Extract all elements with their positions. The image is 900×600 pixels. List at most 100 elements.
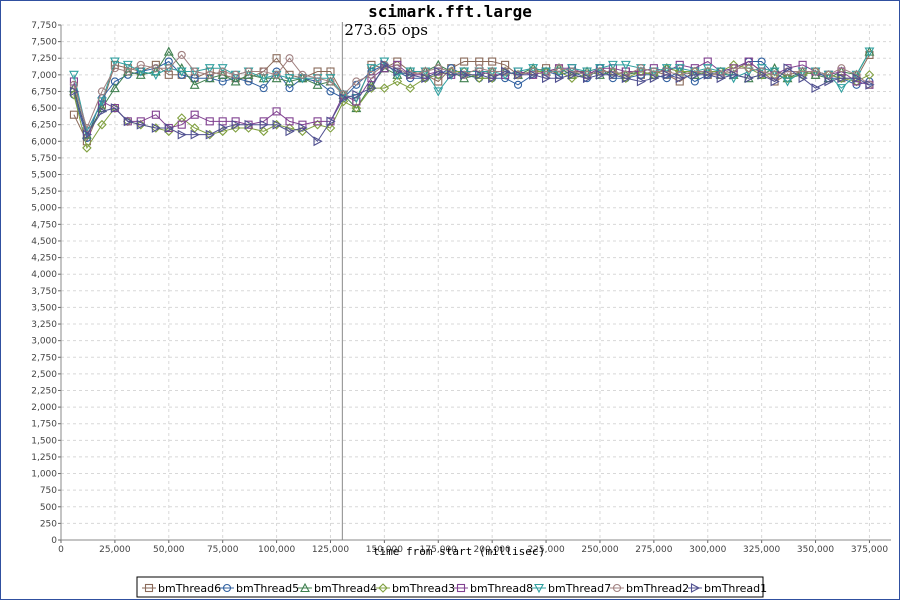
data-point	[716, 73, 726, 84]
data-point	[728, 60, 739, 70]
data-point	[421, 67, 430, 76]
data-point	[135, 69, 146, 79]
data-point	[272, 119, 282, 130]
data-point	[97, 87, 107, 96]
y-tick-label: 4,250	[31, 254, 57, 264]
y-tick-label: 3,750	[31, 287, 57, 297]
series-line	[73, 50, 870, 136]
data-point	[460, 69, 470, 80]
data-point	[488, 57, 497, 66]
data-point	[205, 117, 214, 126]
data-point	[325, 123, 336, 133]
legend-item: bmThread7	[532, 582, 611, 595]
data-point	[151, 123, 162, 133]
legend-label: bmThread1	[704, 582, 767, 595]
data-point	[367, 70, 376, 79]
x-tick-label: 0	[58, 545, 64, 555]
x-tick-label: 325,000	[743, 545, 780, 555]
data-point	[285, 117, 294, 126]
x-tick-label: 100,000	[258, 545, 295, 555]
data-point	[607, 60, 618, 71]
data-point	[151, 64, 160, 73]
data-point	[366, 64, 377, 74]
legend-item: bmThread1	[688, 582, 767, 595]
data-point	[272, 107, 281, 116]
data-point	[367, 83, 377, 94]
y-tick-label: 7,500	[31, 38, 57, 48]
x-axis-ticks: 0 25,000 50,000 75,000 100,000 125,000 150,000…	[58, 540, 888, 555]
data-point	[284, 76, 295, 86]
series-line	[73, 54, 870, 130]
y-tick-label: 2,000	[31, 403, 57, 413]
data-point	[231, 70, 240, 79]
y-tick-label: 4,500	[31, 237, 57, 247]
legend-swatch-marker	[690, 583, 701, 593]
data-point	[837, 64, 846, 73]
data-point	[837, 73, 847, 84]
data-point	[757, 69, 767, 80]
data-point	[488, 67, 497, 76]
chart-title: scimark.fft.large	[368, 2, 532, 21]
y-tick-label: 1,000	[31, 470, 57, 480]
data-point	[298, 123, 308, 133]
data-point	[865, 79, 875, 90]
data-point	[97, 119, 107, 130]
x-tick-label: 275,000	[635, 545, 672, 555]
y-tick-label: 250	[40, 519, 57, 529]
y-tick-label: 7,750	[31, 21, 57, 31]
data-point	[447, 69, 457, 80]
data-point	[703, 69, 713, 80]
legend-label: bmThread6	[158, 582, 221, 595]
y-tick-label: 3,000	[31, 337, 57, 347]
y-tick-label: 750	[40, 486, 57, 496]
y-tick-label: 6,250	[31, 121, 57, 131]
legend-item: bmThread2	[610, 582, 689, 595]
data-point	[380, 59, 390, 70]
legend-label: bmThread4	[314, 582, 377, 595]
data-point	[285, 54, 294, 63]
data-point	[405, 83, 416, 93]
data-point	[474, 73, 485, 83]
data-point	[475, 69, 485, 80]
y-tick-label: 6,750	[31, 87, 57, 97]
data-point	[798, 67, 807, 76]
legend-item: bmThread8	[454, 582, 533, 595]
y-tick-label: 5,250	[31, 187, 57, 197]
legend-label: bmThread8	[470, 582, 533, 595]
data-point	[69, 86, 80, 97]
data-point	[770, 70, 779, 79]
data-point	[109, 57, 120, 67]
data-point	[123, 67, 132, 76]
series-group	[69, 46, 875, 153]
data-point	[69, 80, 78, 89]
x-tick-label: 150,000	[366, 545, 403, 555]
data-point	[582, 73, 593, 84]
data-point	[729, 69, 739, 80]
data-point	[675, 73, 685, 84]
data-point	[393, 66, 403, 77]
data-point	[259, 84, 268, 93]
data-point	[326, 87, 335, 96]
data-point	[189, 79, 200, 89]
data-point	[109, 82, 120, 93]
data-point	[744, 64, 753, 73]
legend-item: bmThread4	[298, 582, 377, 595]
data-point	[729, 64, 738, 73]
data-point	[313, 117, 322, 126]
legend-swatch-marker	[456, 583, 466, 593]
y-tick-label: 2,750	[31, 353, 57, 363]
y-tick-label: 7,250	[31, 54, 57, 64]
y-tick-label: 500	[40, 503, 57, 513]
data-point	[513, 69, 524, 80]
data-point	[258, 126, 269, 137]
data-point	[97, 106, 108, 117]
y-tick-label: 5,500	[31, 171, 57, 181]
x-tick-label: 175,000	[420, 545, 457, 555]
y-tick-label: 6,000	[31, 137, 57, 147]
y-axis-ticks: 0 250 500 750 1,000 1,250 1,500 1,750 2,000 2,250…	[31, 21, 61, 546]
data-point	[298, 70, 307, 79]
y-tick-label: 6,500	[31, 104, 57, 114]
x-tick-label: 25,000	[99, 545, 131, 555]
legend-swatch-marker	[534, 583, 544, 594]
